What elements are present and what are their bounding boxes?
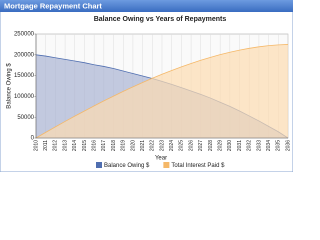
x-tick-label: 2014 <box>72 140 78 151</box>
x-axis-label: Year <box>155 156 167 162</box>
x-tick-label: 2029 <box>217 140 223 151</box>
x-tick-label: 2010 <box>33 140 39 151</box>
y-tick-label: 0 <box>31 136 35 142</box>
x-tick-label: 2016 <box>91 140 97 151</box>
legend-swatch <box>96 162 102 168</box>
x-tick-label: 2031 <box>237 140 243 151</box>
x-tick-label: 2020 <box>130 140 136 151</box>
y-axis-label: Balance Owing $ <box>7 63 13 109</box>
legend-label: Total Interest Paid $ <box>171 163 225 169</box>
x-tick-label: 2033 <box>256 140 262 151</box>
y-tick-label: 200000 <box>14 52 35 58</box>
x-tick-label: 2015 <box>82 140 88 151</box>
x-tick-label: 2036 <box>285 140 291 151</box>
x-tick-label: 2022 <box>150 140 156 151</box>
x-tick-label: 2024 <box>169 140 175 151</box>
area-line <box>35 44 289 139</box>
window-title: Mortgage Repayment Chart <box>4 1 102 10</box>
y-tick-label: 150000 <box>14 73 35 79</box>
x-tick-label: 2011 <box>43 140 49 151</box>
legend-label: Balance Owing $ <box>104 163 150 169</box>
x-tick-label: 2018 <box>111 140 117 151</box>
y-tick-label: 250000 <box>14 32 35 38</box>
x-tick-label: 2032 <box>247 140 253 151</box>
y-tick-label: 100000 <box>14 94 35 100</box>
x-tick-label: 2019 <box>121 140 127 151</box>
x-tick-label: 2017 <box>101 140 107 151</box>
x-tick-label: 2030 <box>227 140 233 151</box>
x-tick-label: 2034 <box>266 140 272 151</box>
title-bar <box>0 0 293 12</box>
x-tick-label: 2026 <box>188 140 194 151</box>
x-tick-label: 2035 <box>276 140 282 151</box>
x-tick-label: 2023 <box>159 140 165 151</box>
x-tick-label: 2027 <box>198 140 204 151</box>
x-tick-label: 2028 <box>208 140 214 151</box>
area <box>36 44 288 138</box>
x-tick-label: 2021 <box>140 140 146 151</box>
x-tick-label: 2025 <box>179 140 185 151</box>
legend-swatch <box>163 162 170 168</box>
chart-title: Balance Owing vs Years of Repayments <box>94 16 227 23</box>
y-tick-label: 50000 <box>17 115 34 121</box>
x-tick-label: 2013 <box>62 140 68 151</box>
window: Mortgage Repayment Chart Balance Owing v… <box>0 0 293 172</box>
x-tick-label: 2012 <box>53 140 59 151</box>
